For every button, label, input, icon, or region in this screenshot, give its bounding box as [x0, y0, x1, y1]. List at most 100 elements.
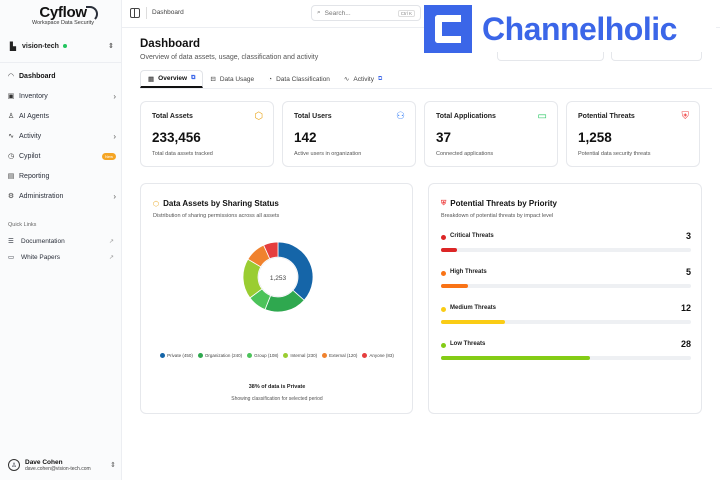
stat-description: Total data assets tracked	[152, 151, 213, 157]
tab-overview[interactable]: ▦ Overview ⧉	[140, 70, 204, 88]
grid-icon: ▦	[148, 75, 155, 83]
sidebar-item-administration[interactable]: ⚙ Administration ›	[6, 188, 116, 204]
clock-icon: ◔	[268, 75, 273, 83]
app-window-icon: ▭	[537, 111, 547, 122]
legend-item[interactable]: Private (450)	[160, 353, 193, 358]
search-icon: ⌕	[317, 9, 321, 16]
legend-item[interactable]: Anyone (83)	[362, 353, 394, 358]
watermark-text: Channelholic	[482, 10, 677, 47]
channelholic-watermark: Channelholic	[424, 5, 716, 53]
sharing-status-panel: ⬡ Data Assets by Sharing Status Distribu…	[140, 183, 413, 414]
pulse-icon: ∿	[8, 133, 14, 140]
stat-title: Total Applications	[436, 113, 496, 120]
sidebar-item-inventory[interactable]: ▣ Inventory ›	[6, 88, 116, 104]
quick-link-label: White Papers	[21, 253, 61, 261]
sidebar-item-label: Cypilot	[19, 152, 41, 160]
legend-label: Private (450)	[167, 353, 193, 358]
chevron-right-icon: ›	[113, 191, 116, 201]
sidebar-item-activity[interactable]: ∿ Activity ›	[6, 128, 116, 144]
legend-label: Group (108)	[254, 353, 279, 358]
gear-icon: ⚙	[7, 193, 15, 200]
book-open-icon: ⊟	[210, 76, 216, 83]
chevrons-up-down-icon: ⇕	[108, 43, 114, 50]
threat-label: Low Threats	[450, 341, 486, 347]
legend-swatch	[160, 353, 166, 358]
copilot-icon: ◷	[7, 153, 15, 160]
header-action-button[interactable]	[611, 52, 702, 61]
sidebar: Cyflow Workspace Data Security ▙ vision-…	[0, 0, 122, 480]
donut-slice-anyone[interactable]	[263, 241, 279, 260]
sidebar-item-dashboard[interactable]: ◠ Dashboard	[6, 68, 116, 84]
workspace-status-dot	[62, 44, 67, 48]
header-action-button[interactable]	[497, 52, 604, 61]
page-subtitle: Overview of data assets, usage, classifi…	[140, 54, 319, 61]
app-logo[interactable]: Cyflow Workspace Data Security	[28, 4, 98, 26]
threat-level-dot	[441, 235, 446, 240]
legend-item[interactable]: External (120)	[322, 353, 357, 358]
chart-legend: Private (450) Organization (240) Group (10…	[141, 353, 413, 358]
avatar: ♙	[8, 459, 20, 471]
sidebar-item-reporting[interactable]: ▤ Reporting	[6, 168, 116, 184]
panel-subtitle: Distribution of sharing permissions acro…	[153, 213, 280, 219]
stat-value: 233,456	[152, 130, 201, 145]
tab-activity[interactable]: ∿ Activity ⧉	[337, 70, 389, 88]
file-icon: ▤	[7, 173, 15, 180]
external-link-icon: ↗	[108, 238, 114, 245]
logo-name: Cyflow	[39, 4, 87, 21]
panel-title: ⬡ Data Assets by Sharing Status	[153, 199, 279, 208]
threat-row: Medium Threats 12	[441, 303, 691, 330]
threat-bar-fill	[441, 248, 457, 252]
tab-divider	[140, 88, 712, 89]
stat-description: Connected applications	[436, 151, 494, 157]
threat-bar-fill	[441, 356, 590, 360]
threat-row: Low Threats 28	[441, 339, 691, 366]
stat-card-total-users: Total Users ⚇ 142 Active users in organi…	[282, 101, 416, 167]
quick-link-white-papers[interactable]: ▭ White Papers ↗	[8, 250, 114, 264]
stat-description: Potential data security threats	[578, 151, 651, 157]
topbar: Dashboard ⌕ Search... Ctrl K	[122, 0, 720, 28]
breadcrumb[interactable]: Dashboard	[152, 9, 184, 16]
stat-title: Total Users	[294, 113, 332, 120]
tab-label: Data Classification	[276, 75, 330, 83]
legend-swatch	[283, 353, 289, 358]
threat-bar-track	[441, 284, 691, 288]
cube-icon: ⬡	[153, 200, 160, 208]
search-input[interactable]: ⌕ Search... Ctrl K	[311, 5, 421, 21]
new-badge: New	[101, 152, 116, 160]
stat-value: 37	[436, 130, 452, 145]
sidebar-toggle-icon[interactable]	[130, 8, 140, 18]
user-menu[interactable]: ♙ Dave Cohen dave.cohen@vision-tech.com …	[8, 454, 116, 476]
tab-data-classification[interactable]: ◔ Data Classification	[261, 70, 337, 88]
sidebar-item-cypilot[interactable]: ◷ Cypilot New	[6, 148, 116, 164]
threat-row: High Threats 5	[441, 267, 691, 294]
threat-level-dot	[441, 307, 446, 312]
pulse-icon: ∿	[343, 76, 350, 83]
tab-data-usage[interactable]: ⊟ Data Usage	[203, 70, 261, 88]
legend-label: Organization (240)	[204, 353, 243, 358]
panel-title: ⛨ Potential Threats by Priority	[441, 199, 557, 208]
workspace-switcher[interactable]: ▙ vision-tech ⇕	[8, 37, 114, 55]
document-icon: ▭	[8, 254, 15, 261]
book-icon: ☰	[8, 238, 14, 245]
threat-count: 12	[680, 303, 691, 313]
quick-link-label: Documentation	[21, 237, 65, 245]
user-icon: ♙	[7, 113, 15, 120]
stat-title: Potential Threats	[578, 113, 635, 120]
threat-level-dot	[441, 343, 446, 348]
legend-item[interactable]: Group (108)	[247, 353, 278, 358]
tab-label: Overview	[158, 75, 188, 82]
legend-label: Internal (230)	[290, 353, 318, 358]
legend-item[interactable]: Organization (240)	[197, 353, 243, 358]
stat-description: Active users in organization	[294, 151, 362, 157]
private-percentage-note: 38% of data is Private	[248, 384, 306, 390]
panel-title-text: Potential Threats by Priority	[450, 199, 557, 208]
sidebar-item-ai-agents[interactable]: ♙ AI Agents	[6, 108, 116, 124]
sidebar-item-label: Administration	[19, 192, 64, 200]
search-placeholder: Search...	[324, 9, 351, 17]
quick-link-documentation[interactable]: ☰ Documentation ↗	[8, 234, 114, 248]
chevron-right-icon: ›	[113, 131, 116, 141]
threat-level-dot	[441, 271, 446, 276]
legend-item[interactable]: Internal (230)	[283, 353, 317, 358]
sharing-donut-chart[interactable]: 1,253	[233, 232, 323, 322]
user-email: dave.cohen@vision-tech.com	[25, 465, 91, 472]
